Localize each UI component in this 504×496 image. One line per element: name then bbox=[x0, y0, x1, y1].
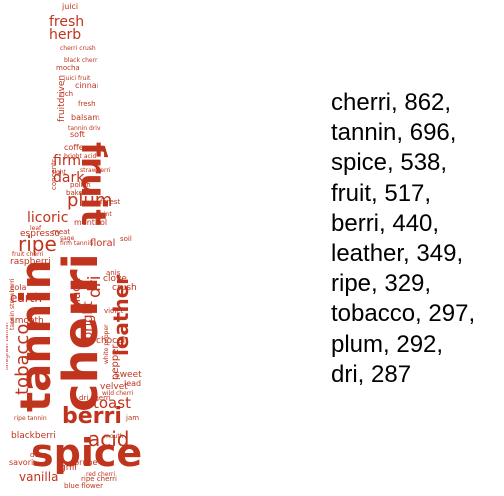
frequency-item-tannin: tannin, 696, bbox=[331, 119, 457, 147]
cloud-word: savori bbox=[9, 458, 33, 467]
frequency-item-leather: leather, 349, bbox=[331, 240, 464, 268]
cloud-word: red cherri bbox=[86, 471, 115, 478]
cloud-word: concentr bbox=[50, 159, 58, 190]
word-frequency-list: cherri, 862, tannin, 696, spice, 538, fr… bbox=[331, 88, 475, 390]
cloud-word: floral bbox=[90, 238, 115, 249]
cloud-word: dri cherri bbox=[79, 394, 111, 402]
cloud-word: firm tannin bbox=[60, 240, 93, 247]
cloud-word: mint bbox=[98, 211, 112, 218]
cloud-word: white pepper bbox=[103, 324, 110, 364]
cloud-word: ripe bbox=[18, 232, 57, 256]
cloud-word: bright acid bbox=[64, 153, 96, 160]
cloud-word: plum bbox=[67, 190, 112, 211]
cloud-word: dark bbox=[53, 170, 85, 186]
cloud-word: leaf bbox=[30, 225, 42, 232]
cloud-word: mocha bbox=[56, 64, 80, 72]
cloud-word: anis bbox=[106, 269, 121, 277]
word-cloud-words: cherri tannin spice fruit berri leather … bbox=[3, 2, 142, 490]
cloud-word: juici fruit bbox=[63, 75, 91, 82]
cloud-word: espresso bbox=[20, 229, 60, 239]
cloud-word: ripe cherri bbox=[81, 475, 117, 483]
cloud-word: berri bbox=[62, 404, 122, 429]
cloud-word: dens bbox=[30, 451, 47, 459]
frequency-item-dri: dri, 287 bbox=[331, 360, 412, 388]
cloud-word: forest bbox=[100, 198, 120, 206]
cloud-word: toast bbox=[93, 394, 131, 412]
cloud-word: polish bbox=[70, 181, 91, 189]
cloud-word: prune bbox=[74, 458, 98, 467]
cloud-word: menthol bbox=[74, 218, 107, 227]
cloud-word: ripe tannin bbox=[14, 415, 47, 422]
cloud-word: violet bbox=[104, 307, 124, 315]
frequency-item-fruit: fruit, 517, bbox=[331, 179, 432, 207]
cloud-word: cinnamon bbox=[75, 81, 114, 90]
cloud-word: fresh bbox=[49, 14, 84, 30]
cloud-word: chocol bbox=[96, 336, 125, 346]
frequency-item-berri: berri, 440, bbox=[331, 209, 440, 237]
cloud-word: fresh acid bbox=[78, 100, 112, 108]
cloud-word: earth bbox=[10, 291, 42, 305]
cloud-word: acid bbox=[88, 427, 130, 451]
cloud-word: wild cherri bbox=[102, 390, 134, 397]
cloud-word: rich bbox=[60, 90, 73, 98]
cloud-word: strawberri bbox=[80, 167, 111, 174]
cloud-word: mouth bbox=[104, 433, 124, 440]
cloud-word: blue flower bbox=[64, 482, 103, 490]
frequency-item-tobacco: tobacco, 297, bbox=[331, 300, 476, 328]
cloud-word: tannin strawberri bbox=[9, 278, 16, 330]
cloud-word: fruit bbox=[73, 142, 113, 226]
cloud-word: smooth bbox=[10, 316, 44, 326]
cloud-word: tannin bbox=[11, 259, 60, 412]
cloud-word: blackberri bbox=[11, 431, 56, 441]
cloud-word: grill bbox=[60, 463, 77, 473]
cloud-word: balsam bbox=[71, 113, 100, 122]
cloud-word: firm bbox=[53, 153, 81, 169]
cloud-word: sage bbox=[60, 235, 75, 242]
cloud-word: pepper bbox=[110, 344, 121, 380]
cloud-word: dri bbox=[85, 275, 105, 298]
cloud-word: bake bbox=[66, 189, 83, 197]
cloud-word: soft bbox=[70, 130, 85, 139]
cloud-word: spice bbox=[31, 431, 142, 475]
cloud-word: vanilla bbox=[19, 470, 58, 484]
frequency-item-plum: plum, 292, bbox=[331, 330, 444, 358]
cloud-word: velvet bbox=[100, 382, 128, 392]
cloud-word: soil bbox=[120, 235, 132, 243]
cloud-word: jam bbox=[125, 414, 139, 422]
frequency-item-ripe: ripe, 329, bbox=[331, 270, 432, 298]
cloud-word: raspberri bbox=[10, 257, 51, 267]
cloud-word: finegrain tannin bbox=[3, 322, 10, 370]
cloud-word: herb bbox=[49, 27, 81, 43]
cloud-word: cherri bbox=[53, 253, 109, 412]
cloud-word: cola bbox=[10, 283, 27, 292]
cloud-word: fruitdriven bbox=[57, 75, 67, 122]
cloud-word: crush bbox=[112, 283, 137, 293]
cloud-word: tannin drive bbox=[68, 125, 105, 132]
cloud-word: juici bbox=[61, 2, 78, 11]
cloud-word: meat bbox=[52, 228, 70, 236]
frequency-item-spice: spice, 538, bbox=[331, 149, 448, 177]
cloud-word: sweet bbox=[115, 370, 142, 380]
cloud-word: licoric bbox=[27, 210, 68, 226]
wine-bottle-word-cloud: cherri tannin spice fruit berri leather … bbox=[3, 2, 142, 490]
cloud-word: black cherri bbox=[64, 57, 99, 64]
cloud-word: clove bbox=[103, 274, 127, 284]
cloud-word: bright bbox=[81, 301, 96, 340]
cloud-word: cherri crush bbox=[60, 45, 96, 52]
cloud-word: tight bbox=[52, 169, 67, 176]
cloud-word: fruit cherri bbox=[12, 251, 44, 258]
frequency-item-cherri: cherri, 862, bbox=[331, 89, 452, 116]
cloud-word: lead bbox=[124, 379, 141, 388]
cloud-word: black bbox=[69, 278, 83, 310]
cloud-word: tobacco bbox=[12, 324, 33, 395]
cloud-word: coffe bbox=[64, 143, 84, 152]
cloud-word: leather bbox=[109, 275, 133, 356]
